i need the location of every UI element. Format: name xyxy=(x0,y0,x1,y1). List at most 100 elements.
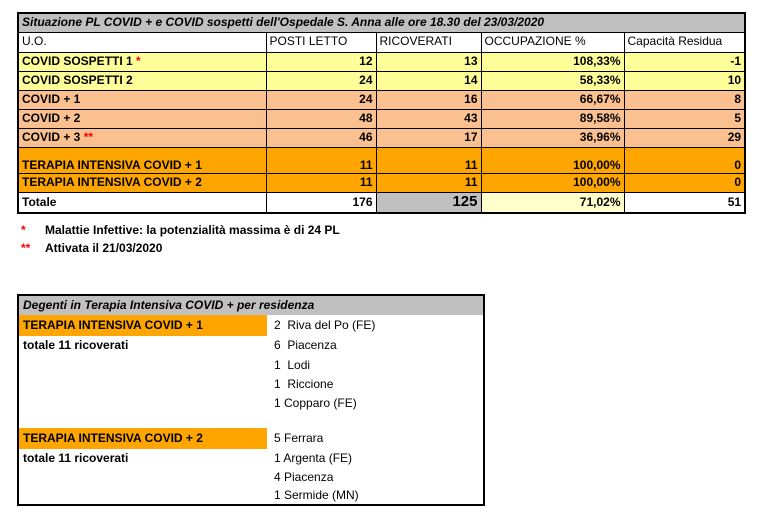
cell-ricoverati: 11 xyxy=(375,172,482,193)
residence-row: TERAPIA INTENSIVA COVID + 1 2 Riva del P… xyxy=(18,315,484,336)
cell-posti-letto: 46 xyxy=(265,127,377,148)
cell-ricoverati: 43 xyxy=(375,108,482,129)
cell-occupazione: 100,00% xyxy=(480,172,625,193)
residence-row: TERAPIA INTENSIVA COVID + 2 5 Ferrara xyxy=(18,428,484,449)
resident-entry: 5 Ferrara xyxy=(274,430,324,445)
footnote-marker: * xyxy=(21,223,26,237)
table-row-covid-3: COVID + 3 ** 46 17 36,96% 29 xyxy=(17,127,746,148)
cell-totale-ricoverati: 125 xyxy=(375,191,482,214)
cell-occupazione: 89,58% xyxy=(480,108,625,129)
cell-posti-letto: 11 xyxy=(265,172,377,193)
cell-occupazione: 108,33% xyxy=(480,51,625,72)
column-header-ricoverati: RICOVERATI xyxy=(375,31,482,53)
cell-uo: COVID SOSPETTI 1 * xyxy=(17,51,267,72)
cell-occupazione: 100,00% xyxy=(480,146,625,174)
residence-table-title: Degenti in Terapia Intensiva COVID + per… xyxy=(18,295,484,315)
residence-row: 1 Lodi xyxy=(18,356,484,375)
footnote-1: * Malattie Infettive: la potenzialità mas… xyxy=(21,221,340,239)
cell-posti-letto: 11 xyxy=(265,146,377,174)
cell-capacita-residua: 8 xyxy=(623,89,746,110)
resident-entry: 1 Lodi xyxy=(274,357,311,372)
empty-cell xyxy=(267,413,484,428)
table-row-totale: Totale 176 125 71,02% 51 xyxy=(17,191,746,214)
group-subtitle: totale 11 ricoverati xyxy=(23,338,129,353)
cell-uo: COVID + 1 xyxy=(17,89,267,110)
empty-cell xyxy=(18,356,267,375)
cell-posti-letto: 12 xyxy=(265,51,377,72)
cell-capacita-residua: -1 xyxy=(623,51,746,72)
cell-ricoverati: 13 xyxy=(375,51,482,72)
row-label: COVID SOSPETTI 2 xyxy=(22,72,133,87)
row-label: TERAPIA INTENSIVA COVID + 1 xyxy=(22,158,202,173)
resident-entry: 1 Riccione xyxy=(274,376,334,391)
cell-ricoverati: 14 xyxy=(375,70,482,91)
cell-totale-occupazione: 71,02% xyxy=(480,191,625,214)
main-table: Situazione PL COVID + e COVID sospetti d… xyxy=(17,12,747,214)
cell-uo: COVID + 3 ** xyxy=(17,127,267,148)
residence-row: 1 Sermide (MN) xyxy=(18,487,484,505)
cell-occupazione: 36,96% xyxy=(480,127,625,148)
cell-capacita-residua: 0 xyxy=(623,146,746,174)
footnote-text: Attivata il 21/03/2020 xyxy=(45,241,163,255)
footnote-marker: ** xyxy=(21,241,31,255)
residence-row: 1 Riccione xyxy=(18,375,484,394)
main-table-header-row: U.O. POSTI LETTO RICOVERATI OCCUPAZIONE … xyxy=(17,31,746,53)
group-label-terapia-2: TERAPIA INTENSIVA COVID + 2 xyxy=(18,428,267,449)
resident-entry: 6 Piacenza xyxy=(274,338,337,353)
footnote-2: ** Attivata il 21/03/2020 xyxy=(21,239,340,257)
resident-entry: 1 Copparo (FE) xyxy=(274,395,357,410)
table-row-terapia-intensiva-2: TERAPIA INTENSIVA COVID + 2 11 11 100,00… xyxy=(17,172,746,193)
column-header-occupazione: OCCUPAZIONE % xyxy=(480,31,625,53)
cell-totale-label: Totale xyxy=(17,191,267,214)
cell-posti-letto: 48 xyxy=(265,108,377,129)
resident-entry: 1 Argenta (FE) xyxy=(274,451,353,466)
table-row-covid-sospetti-2: COVID SOSPETTI 2 24 14 58,33% 10 xyxy=(17,70,746,91)
empty-cell xyxy=(18,413,267,428)
cell-occupazione: 66,67% xyxy=(480,89,625,110)
main-table-title-row: Situazione PL COVID + e COVID sospetti d… xyxy=(17,12,746,33)
cell-uo: COVID + 2 xyxy=(17,108,267,129)
resident-entry: 2 Riva del Po (FE) xyxy=(274,317,376,332)
cell-posti-letto: 24 xyxy=(265,70,377,91)
row-label: TERAPIA INTENSIVA COVID + 2 xyxy=(22,174,202,189)
residence-row: 4 Piacenza xyxy=(18,469,484,487)
row-label: COVID SOSPETTI 1 xyxy=(22,53,133,68)
empty-cell xyxy=(18,375,267,394)
table-row-terapia-intensiva-1: TERAPIA INTENSIVA COVID + 1 11 11 100,00… xyxy=(17,146,746,174)
table-row-covid-sospetti-1: COVID SOSPETTI 1 * 12 13 108,33% -1 xyxy=(17,51,746,72)
empty-cell xyxy=(18,469,267,487)
empty-cell xyxy=(18,394,267,413)
row-label: COVID + 2 xyxy=(22,110,81,125)
footnote-text: Malattie Infettive: la potenzialità mass… xyxy=(45,223,340,237)
cell-ricoverati: 16 xyxy=(375,89,482,110)
cell-ricoverati: 17 xyxy=(375,127,482,148)
resident-entry: 1 Sermide (MN) xyxy=(274,487,359,502)
cell-capacita-residua: 5 xyxy=(623,108,746,129)
cell-uo: TERAPIA INTENSIVA COVID + 2 xyxy=(17,172,267,193)
residence-row: totale 11 ricoverati 1 Argenta (FE) xyxy=(18,449,484,469)
footnotes: * Malattie Infettive: la potenzialità mas… xyxy=(21,221,340,257)
column-header-capacita-residua: Capacità Residua xyxy=(623,31,746,53)
cell-totale-capacita-residua: 51 xyxy=(623,191,746,214)
residence-row: 1 Copparo (FE) xyxy=(18,394,484,413)
residence-table: Degenti in Terapia Intensiva COVID + per… xyxy=(17,294,485,506)
cell-occupazione: 58,33% xyxy=(480,70,625,91)
cell-uo: COVID SOSPETTI 2 xyxy=(17,70,267,91)
table-row-covid-2: COVID + 2 48 43 89,58% 5 xyxy=(17,108,746,129)
spacer-row xyxy=(18,413,484,428)
group-subtitle: totale 11 ricoverati xyxy=(23,451,129,466)
cell-uo: TERAPIA INTENSIVA COVID + 1 xyxy=(17,146,267,174)
cell-capacita-residua: 29 xyxy=(623,127,746,148)
residence-table-title-row: Degenti in Terapia Intensiva COVID + per… xyxy=(18,295,484,315)
empty-cell xyxy=(18,487,267,505)
cell-posti-letto: 24 xyxy=(265,89,377,110)
table-row-covid-1: COVID + 1 24 16 66,67% 8 xyxy=(17,89,746,110)
cell-ricoverati: 11 xyxy=(375,146,482,174)
row-label: COVID + 3 xyxy=(22,129,81,144)
asterisk-marker: ** xyxy=(80,129,94,144)
cell-capacita-residua: 10 xyxy=(623,70,746,91)
cell-capacita-residua: 0 xyxy=(623,172,746,193)
main-table-title: Situazione PL COVID + e COVID sospetti d… xyxy=(17,12,746,33)
group-label-terapia-1: TERAPIA INTENSIVA COVID + 1 xyxy=(18,315,267,336)
